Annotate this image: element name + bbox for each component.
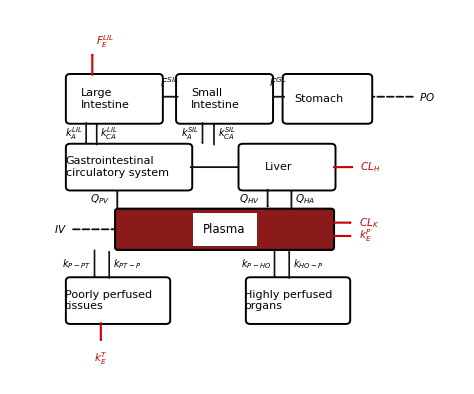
FancyBboxPatch shape [66, 74, 163, 124]
Text: Highly perfused
organs: Highly perfused organs [244, 290, 333, 311]
Text: Poorly perfused
tissues: Poorly perfused tissues [65, 290, 152, 311]
Text: $k_E^T$: $k_E^T$ [94, 351, 108, 368]
Text: $k_{HO-P}$: $k_{HO-P}$ [293, 257, 323, 271]
Text: $CL_K$: $CL_K$ [359, 216, 379, 230]
Text: Gastrointestinal
circulatory system: Gastrointestinal circulatory system [66, 156, 169, 178]
Text: $k_E^P$: $k_E^P$ [359, 228, 372, 244]
Text: $F^{SIL}$: $F^{SIL}$ [160, 75, 179, 89]
Text: $k_{PT-P}$: $k_{PT-P}$ [113, 257, 141, 271]
FancyBboxPatch shape [66, 144, 192, 190]
Text: Liver: Liver [264, 162, 292, 172]
FancyBboxPatch shape [115, 209, 334, 250]
Text: $Q_{PV}$: $Q_{PV}$ [90, 192, 110, 206]
Text: $F^{GL}$: $F^{GL}$ [269, 75, 287, 89]
Text: Small
Intestine: Small Intestine [191, 88, 240, 110]
Text: $Q_{HA}$: $Q_{HA}$ [295, 192, 315, 206]
Text: $k_{CA}^{LIL}$: $k_{CA}^{LIL}$ [100, 125, 118, 142]
Text: $Q_{HV}$: $Q_{HV}$ [239, 192, 260, 206]
FancyBboxPatch shape [192, 213, 256, 246]
FancyBboxPatch shape [246, 277, 350, 324]
FancyBboxPatch shape [176, 74, 273, 124]
FancyBboxPatch shape [238, 144, 336, 190]
Text: Plasma: Plasma [203, 223, 246, 236]
FancyBboxPatch shape [283, 74, 372, 124]
Text: $k_{P-HO}$: $k_{P-HO}$ [240, 257, 271, 271]
Text: $k_{CA}^{SIL}$: $k_{CA}^{SIL}$ [218, 125, 236, 142]
Text: $PO$: $PO$ [419, 91, 435, 103]
Text: Stomach: Stomach [295, 94, 344, 104]
Text: $F_E^{LIL}$: $F_E^{LIL}$ [96, 33, 115, 50]
FancyBboxPatch shape [66, 277, 170, 324]
Text: $CL_H$: $CL_H$ [360, 160, 381, 174]
Text: $k_A^{SIL}$: $k_A^{SIL}$ [181, 125, 199, 142]
Text: $IV$: $IV$ [54, 223, 66, 235]
Text: Large
Intestine: Large Intestine [81, 88, 130, 110]
Text: $k_A^{LIL}$: $k_A^{LIL}$ [65, 125, 82, 142]
Text: $k_{P-PT}$: $k_{P-PT}$ [62, 257, 91, 271]
